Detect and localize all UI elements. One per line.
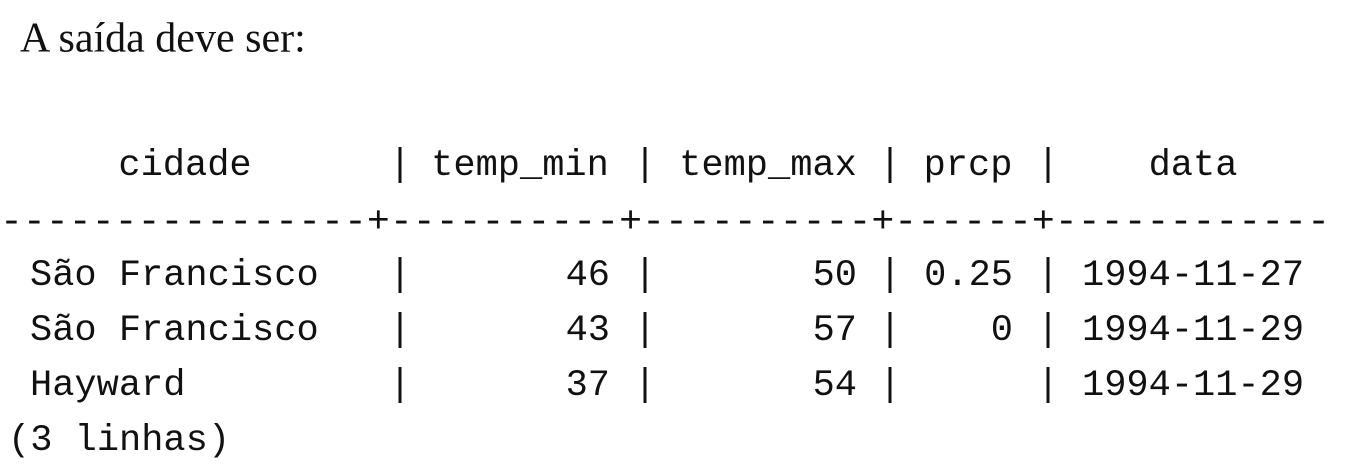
table-cell: 0 <box>991 310 1013 352</box>
header-cell: cidade <box>118 145 251 187</box>
table-separator: ----------------+----------+----------+-… <box>0 202 1330 244</box>
table-cell: 57 <box>813 310 857 352</box>
table-cell: 1994-11-29 <box>1082 310 1304 352</box>
table-cell: 43 <box>566 310 610 352</box>
table-cell: 46 <box>566 255 610 297</box>
table-cell: São Francisco <box>30 310 319 352</box>
table-cell: 1994-11-27 <box>1082 255 1304 297</box>
header-cell: prcp <box>924 145 1013 187</box>
header-cell: temp_max <box>679 145 857 187</box>
table-cell: 0.25 <box>924 255 1013 297</box>
table-cell: 37 <box>566 365 610 407</box>
header-cell: data <box>1149 145 1238 187</box>
table-cell: São Francisco <box>30 255 319 297</box>
table-cell: 54 <box>813 365 857 407</box>
table-cell: 50 <box>813 255 857 297</box>
table-footer: (3 linhas) <box>8 420 230 462</box>
intro-text: A saída deve ser: <box>20 16 306 62</box>
table-cell: 1994-11-29 <box>1082 365 1304 407</box>
header-cell: temp_min <box>431 145 609 187</box>
table-cell: Hayward <box>30 365 185 407</box>
